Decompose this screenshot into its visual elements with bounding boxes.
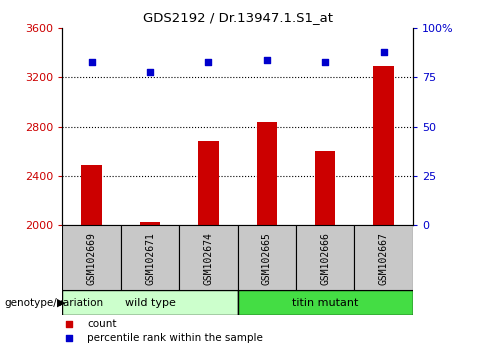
Text: GSM102669: GSM102669 xyxy=(86,233,96,285)
Point xyxy=(380,49,387,55)
Point xyxy=(321,59,329,64)
Point xyxy=(66,335,73,341)
Point xyxy=(146,69,154,74)
Title: GDS2192 / Dr.13947.1.S1_at: GDS2192 / Dr.13947.1.S1_at xyxy=(143,11,333,24)
Text: titin mutant: titin mutant xyxy=(292,298,359,308)
Bar xyxy=(315,151,336,225)
Point xyxy=(204,59,212,64)
Text: GSM102674: GSM102674 xyxy=(204,233,214,285)
Bar xyxy=(82,165,102,225)
Point xyxy=(263,57,271,63)
Bar xyxy=(62,290,238,315)
Point xyxy=(66,321,73,327)
Text: percentile rank within the sample: percentile rank within the sample xyxy=(87,333,263,343)
Text: GSM102671: GSM102671 xyxy=(145,233,155,285)
Bar xyxy=(257,122,277,225)
Bar xyxy=(140,222,160,225)
Text: count: count xyxy=(87,319,117,329)
Bar xyxy=(354,225,413,290)
Text: ▶: ▶ xyxy=(57,298,65,308)
Text: GSM102665: GSM102665 xyxy=(262,233,272,285)
Bar xyxy=(179,225,238,290)
Text: GSM102666: GSM102666 xyxy=(320,233,330,285)
Bar xyxy=(373,67,394,225)
Bar xyxy=(121,225,179,290)
Bar xyxy=(238,290,413,315)
Bar xyxy=(198,141,218,225)
Bar xyxy=(238,225,296,290)
Text: GSM102667: GSM102667 xyxy=(379,233,389,285)
Text: wild type: wild type xyxy=(125,298,175,308)
Bar xyxy=(296,225,354,290)
Point xyxy=(88,59,96,64)
Text: genotype/variation: genotype/variation xyxy=(5,298,104,308)
Bar xyxy=(62,225,121,290)
